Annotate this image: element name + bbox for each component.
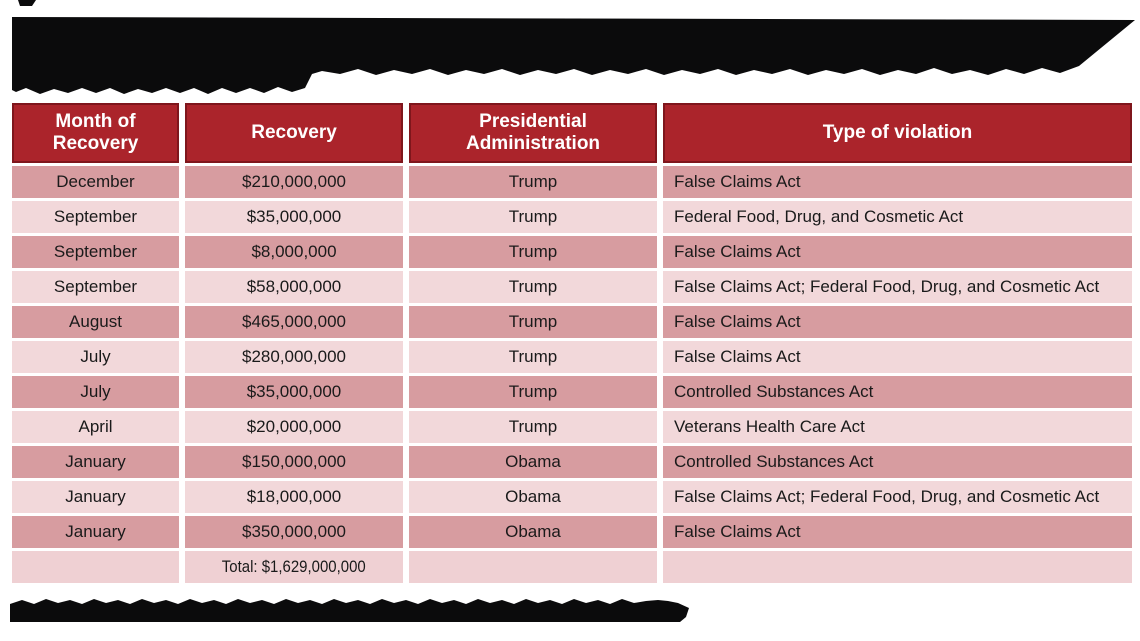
recovery-cell: $35,000,000 (185, 201, 403, 233)
month-cell: August (12, 306, 179, 338)
administration-cell: Trump (409, 341, 657, 373)
table-row: July $280,000,000 Trump False Claims Act (12, 341, 1132, 373)
administration-cell: Obama (409, 446, 657, 478)
violation-cell: False Claims Act (663, 306, 1132, 338)
administration-cell: Trump (409, 201, 657, 233)
administration-cell: Obama (409, 516, 657, 548)
table-row: April $20,000,000 Trump Veterans Health … (12, 411, 1132, 443)
month-cell: January (12, 446, 179, 478)
total-empty-violation-cell (663, 551, 1132, 583)
column-header-month: Month of Recovery (12, 103, 179, 163)
recovery-cell: $8,000,000 (185, 236, 403, 268)
violation-cell: Controlled Substances Act (663, 446, 1132, 478)
recovery-cell: $350,000,000 (185, 516, 403, 548)
table-row: January $18,000,000 Obama False Claims A… (12, 481, 1132, 513)
recovery-cell: $18,000,000 (185, 481, 403, 513)
total-label: Total: $1,629,000,000 (222, 557, 366, 576)
administration-cell: Trump (409, 236, 657, 268)
table-body: December $210,000,000 Trump False Claims… (12, 166, 1132, 548)
administration-cell: Trump (409, 376, 657, 408)
column-header-violation: Type of violation (663, 103, 1132, 163)
recovery-cell: $280,000,000 (185, 341, 403, 373)
violation-cell: Controlled Substances Act (663, 376, 1132, 408)
redacted-source-line (10, 599, 689, 622)
table-row: August $465,000,000 Trump False Claims A… (12, 306, 1132, 338)
month-cell: January (12, 516, 179, 548)
violation-cell: False Claims Act (663, 166, 1132, 198)
month-cell: April (12, 411, 179, 443)
table-header-row: Month of Recovery Recovery Presidential … (12, 103, 1132, 163)
total-empty-month-cell (12, 551, 179, 583)
table-row: January $150,000,000 Obama Controlled Su… (12, 446, 1132, 478)
month-cell: July (12, 341, 179, 373)
table-total-row: Total: $1,629,000,000 (12, 551, 1132, 583)
administration-cell: Obama (409, 481, 657, 513)
table-row: January $350,000,000 Obama False Claims … (12, 516, 1132, 548)
month-cell: July (12, 376, 179, 408)
violation-cell: False Claims Act (663, 341, 1132, 373)
violation-cell: False Claims Act (663, 516, 1132, 548)
administration-cell: Trump (409, 306, 657, 338)
table-row: September $58,000,000 Trump False Claims… (12, 271, 1132, 303)
recovery-cell: $465,000,000 (185, 306, 403, 338)
administration-cell: Trump (409, 166, 657, 198)
table-row: December $210,000,000 Trump False Claims… (12, 166, 1132, 198)
month-cell: September (12, 236, 179, 268)
recoveries-table: Month of Recovery Recovery Presidential … (12, 103, 1132, 586)
table-row: September $8,000,000 Trump False Claims … (12, 236, 1132, 268)
recovery-cell: $35,000,000 (185, 376, 403, 408)
table-row: September $35,000,000 Trump Federal Food… (12, 201, 1132, 233)
violation-cell: Veterans Health Care Act (663, 411, 1132, 443)
redacted-title-block (12, 0, 1135, 94)
month-cell: December (12, 166, 179, 198)
violation-cell: False Claims Act; Federal Food, Drug, an… (663, 481, 1132, 513)
administration-cell: Trump (409, 271, 657, 303)
total-recovery-cell: Total: $1,629,000,000 (185, 551, 403, 583)
column-header-recovery: Recovery (185, 103, 403, 163)
violation-cell: False Claims Act (663, 236, 1132, 268)
month-cell: September (12, 271, 179, 303)
recovery-cell: $20,000,000 (185, 411, 403, 443)
column-header-administration: Presidential Administration (409, 103, 657, 163)
total-empty-administration-cell (409, 551, 657, 583)
administration-cell: Trump (409, 411, 657, 443)
month-cell: September (12, 201, 179, 233)
month-cell: January (12, 481, 179, 513)
violation-cell: False Claims Act; Federal Food, Drug, an… (663, 271, 1132, 303)
violation-cell: Federal Food, Drug, and Cosmetic Act (663, 201, 1132, 233)
recovery-cell: $58,000,000 (185, 271, 403, 303)
recovery-cell: $150,000,000 (185, 446, 403, 478)
table-row: July $35,000,000 Trump Controlled Substa… (12, 376, 1132, 408)
recovery-cell: $210,000,000 (185, 166, 403, 198)
